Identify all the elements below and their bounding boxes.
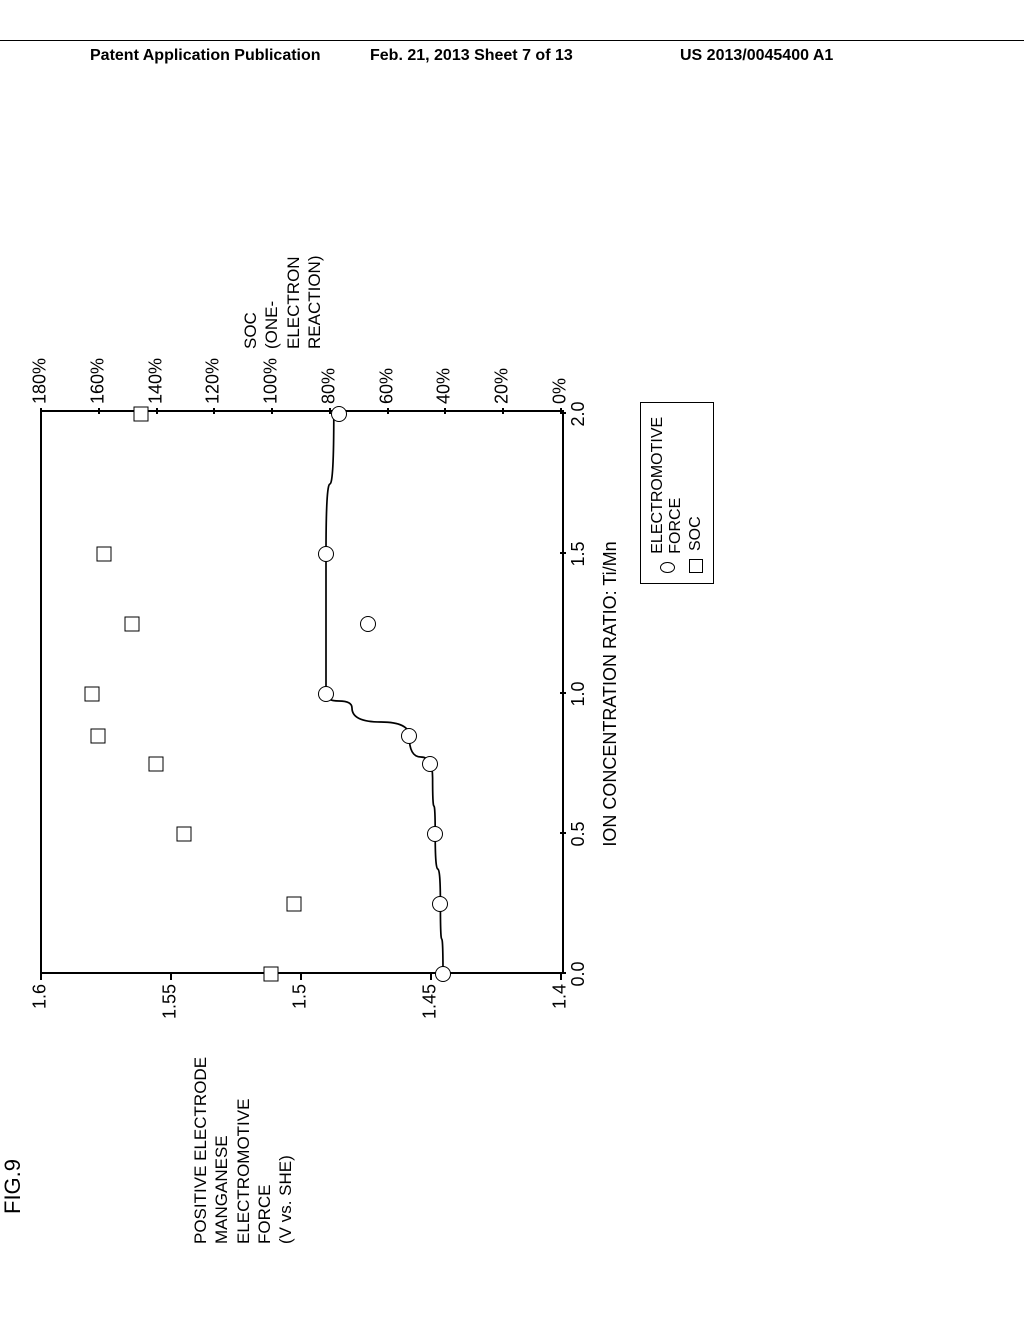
y-left-tick xyxy=(40,974,42,980)
x-tick-label: 1.5 xyxy=(568,541,589,566)
y-right-tick xyxy=(213,408,215,414)
legend-soc-label: SOC xyxy=(687,516,705,551)
emf-point xyxy=(427,826,443,842)
y-right-tick-label: 180% xyxy=(30,358,51,404)
soc-point xyxy=(134,407,149,422)
y-left-tick xyxy=(300,974,302,980)
y-right-tick xyxy=(156,408,158,414)
y-right-tick-label: 120% xyxy=(203,358,224,404)
emf-point xyxy=(318,546,334,562)
y-right-tick xyxy=(444,408,446,414)
soc-point xyxy=(96,547,111,562)
figure-page: FIG.9 0.00.51.01.52.0 1.41.451.51.551.6 … xyxy=(0,150,1024,1174)
soc-point xyxy=(177,827,192,842)
chart: 0.00.51.01.52.0 1.41.451.51.551.6 0%20%4… xyxy=(40,414,560,974)
y-right-tick-label: 140% xyxy=(145,358,166,404)
y-left-tick-label: 1.6 xyxy=(30,984,51,1044)
y-left-tick xyxy=(430,974,432,980)
emf-point xyxy=(318,686,334,702)
y-left-tick xyxy=(170,974,172,980)
y-right-tick xyxy=(98,408,100,414)
figure-label: FIG.9 xyxy=(0,1159,26,1214)
x-tick-label: 2.0 xyxy=(568,401,589,426)
soc-point xyxy=(90,729,105,744)
page-header: Patent Application Publication Feb. 21, … xyxy=(0,40,1024,47)
emf-point xyxy=(360,616,376,632)
x-axis-label: ION CONCENTRATION RATIO: Ti/Mn xyxy=(600,414,621,974)
y-left-tick-label: 1.45 xyxy=(420,984,441,1044)
y-right-tick-label: 80% xyxy=(318,368,339,404)
y-left-tick xyxy=(560,974,562,980)
soc-point xyxy=(148,757,163,772)
y-right-tick-label: 100% xyxy=(261,358,282,404)
y-right-tick xyxy=(271,408,273,414)
soc-point xyxy=(85,687,100,702)
legend: ELECTROMOTIVE FORCE SOC xyxy=(640,402,714,584)
y-right-tick xyxy=(560,408,562,414)
y-axis-left-label: POSITIVE ELECTRODE MANGANESE ELECTROMOTI… xyxy=(190,1054,296,1244)
y-right-tick xyxy=(329,408,331,414)
soc-point xyxy=(125,617,140,632)
header-center: Feb. 21, 2013 Sheet 7 of 13 xyxy=(370,47,573,65)
emf-point xyxy=(401,728,417,744)
legend-row-soc: SOC xyxy=(687,413,705,573)
y-right-tick xyxy=(387,408,389,414)
y-right-tick-label: 160% xyxy=(87,358,108,404)
circle-icon xyxy=(660,562,675,573)
x-tick xyxy=(560,692,566,694)
soc-point xyxy=(264,967,279,982)
y-right-tick-label: 40% xyxy=(434,368,455,404)
x-tick xyxy=(560,832,566,834)
y-right-tick xyxy=(502,408,504,414)
emf-point xyxy=(422,756,438,772)
emf-curve xyxy=(40,414,560,974)
soc-point xyxy=(287,897,302,912)
emf-point xyxy=(331,406,347,422)
square-icon xyxy=(689,559,703,573)
legend-emf-label: ELECTROMOTIVE FORCE xyxy=(649,413,685,554)
emf-point xyxy=(432,896,448,912)
legend-row-emf: ELECTROMOTIVE FORCE xyxy=(649,413,685,573)
y-right-tick-label: 0% xyxy=(550,378,571,404)
header-right: US 2013/0045400 A1 xyxy=(680,47,833,65)
y-left-tick-label: 1.55 xyxy=(160,984,181,1044)
y-right-tick-label: 20% xyxy=(492,368,513,404)
y-left-tick-label: 1.5 xyxy=(290,984,311,1044)
x-tick-label: 1.0 xyxy=(568,681,589,706)
header-left: Patent Application Publication xyxy=(90,47,321,65)
y-right-tick-label: 60% xyxy=(376,368,397,404)
y-right-tick xyxy=(40,408,42,414)
y-left-tick-label: 1.4 xyxy=(550,984,571,1044)
x-tick xyxy=(560,552,566,554)
y-axis-right-label: SOC (ONE-ELECTRON REACTION) xyxy=(240,256,325,350)
x-tick-label: 0.0 xyxy=(568,961,589,986)
emf-point xyxy=(435,966,451,982)
x-tick-label: 0.5 xyxy=(568,821,589,846)
